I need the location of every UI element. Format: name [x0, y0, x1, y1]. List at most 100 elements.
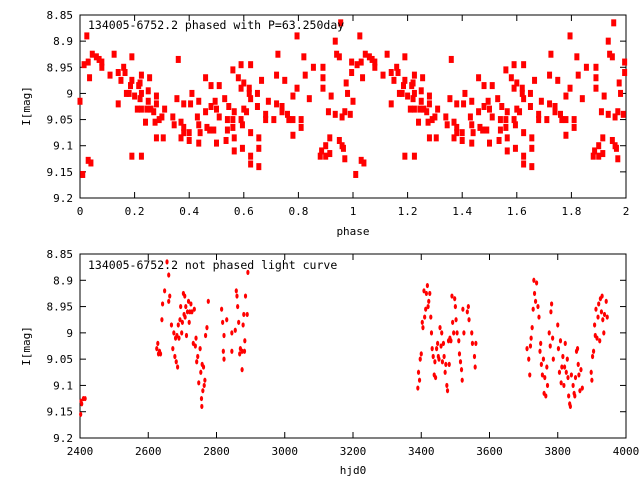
data-point [503, 66, 509, 74]
data-point [532, 277, 536, 283]
data-point [186, 129, 192, 137]
data-point [223, 136, 229, 144]
data-point [547, 71, 553, 79]
data-point [596, 314, 600, 320]
data-point [243, 338, 247, 344]
data-point [189, 89, 195, 97]
data-point [602, 330, 606, 336]
data-point [536, 116, 542, 124]
data-point [567, 32, 573, 40]
x-tick-label: 2800 [203, 445, 230, 458]
data-point [170, 113, 176, 121]
data-point [115, 69, 121, 77]
data-point [469, 121, 475, 129]
data-point [519, 84, 525, 92]
data-point [290, 116, 296, 124]
data-point [559, 116, 565, 124]
data-point [196, 353, 200, 360]
data-point [369, 55, 375, 63]
data-point [183, 293, 187, 299]
data-point [525, 346, 529, 352]
data-point [420, 74, 426, 82]
data-point [361, 159, 367, 167]
data-point [462, 330, 466, 336]
data-point [426, 303, 430, 310]
data-point [616, 79, 622, 87]
data-point [451, 134, 457, 142]
data-point [521, 160, 527, 168]
data-point [118, 76, 124, 84]
data-point [230, 123, 236, 131]
data-point [489, 82, 495, 90]
data-point [450, 293, 454, 299]
data-point [440, 359, 445, 365]
data-point [547, 100, 553, 108]
data-point [248, 152, 254, 160]
data-point [391, 76, 397, 84]
data-point [194, 335, 198, 341]
data-point [199, 395, 204, 402]
data-point [208, 103, 214, 110]
data-point [527, 356, 531, 362]
data-point [187, 319, 191, 325]
data-point [224, 116, 230, 124]
data-point [160, 317, 164, 323]
data-point [469, 97, 475, 105]
data-point [596, 142, 602, 150]
data-point [529, 163, 535, 171]
data-point [563, 116, 569, 124]
data-point [426, 92, 432, 100]
data-point [543, 374, 547, 381]
x-tick-label: 1.6 [507, 205, 527, 218]
data-point [420, 319, 424, 325]
data-point [429, 314, 433, 320]
x-tick-label: 1.4 [452, 205, 472, 218]
data-point [246, 269, 250, 275]
data-point [205, 325, 209, 331]
data-point [612, 113, 618, 121]
data-point [396, 89, 402, 97]
data-point [302, 71, 308, 79]
x-tick-label: 3200 [340, 445, 367, 458]
data-point [622, 58, 628, 66]
data-point [320, 63, 326, 71]
data-point [425, 118, 431, 126]
data-point [239, 121, 245, 129]
data-point [189, 301, 193, 307]
x-tick-label: 3000 [272, 445, 299, 458]
data-point [194, 113, 200, 121]
x-tick-label: 2600 [135, 445, 162, 458]
data-point [622, 69, 628, 77]
data-point [605, 110, 611, 118]
data-point [81, 61, 87, 69]
data-point [254, 89, 260, 97]
data-point [504, 134, 510, 142]
data-point [416, 118, 422, 126]
data-point [230, 116, 236, 124]
x-tick-label: 1 [350, 205, 357, 218]
data-point [620, 110, 626, 118]
data-point [290, 131, 296, 139]
data-point [470, 129, 476, 137]
data-point [528, 343, 533, 349]
data-point [148, 105, 154, 113]
data-point [454, 317, 458, 323]
data-point [384, 50, 390, 58]
data-point [604, 298, 608, 304]
data-point [388, 69, 394, 77]
phased-axis-ticks: 8.85 8.9 8.95 9 9.05 9.1 9.15 9.2 0 0.2 0.4 0.6 0.8 1… [47, 9, 630, 218]
phased-plot-frame [79, 14, 627, 199]
data-point [246, 84, 252, 92]
data-point [487, 139, 492, 147]
data-point [275, 50, 281, 58]
data-point [447, 95, 453, 103]
data-point [593, 63, 599, 71]
x-tick-label: 0 [77, 205, 84, 218]
data-point [174, 95, 180, 103]
data-point [158, 351, 163, 357]
data-point [571, 116, 577, 124]
y-tick-label: 9.1 [53, 379, 73, 392]
data-point [181, 129, 187, 137]
